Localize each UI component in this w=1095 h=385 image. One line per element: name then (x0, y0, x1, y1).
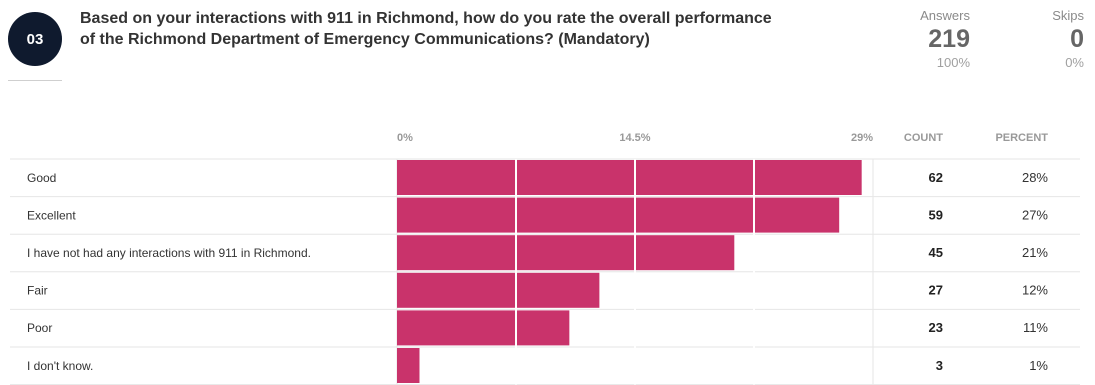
badge-divider (8, 80, 62, 81)
count-value: 59 (929, 207, 943, 222)
bar (397, 160, 862, 195)
category-label: Good (27, 171, 56, 185)
skips-percent: 0% (1065, 55, 1084, 70)
question-title: Based on your interactions with 911 in R… (80, 10, 772, 48)
count-column-header: COUNT (904, 132, 943, 144)
bar (397, 197, 840, 233)
skips-stat: Skips 0 0% (1052, 8, 1084, 72)
percent-column-header: PERCENT (995, 132, 1048, 144)
skips-label: Skips (1052, 8, 1084, 23)
percent-value: 28% (1022, 170, 1048, 185)
category-label: I have not had any interactions with 911… (27, 246, 311, 260)
category-label: Poor (27, 321, 52, 335)
percent-value: 12% (1022, 283, 1048, 298)
x-tick-label: 0% (397, 132, 413, 144)
answers-value: 219 (928, 25, 970, 53)
percent-value: 11% (1023, 320, 1048, 335)
bar (397, 235, 735, 271)
question-number-badge: 03 (8, 12, 62, 66)
category-label: Fair (27, 284, 48, 298)
count-value: 27 (929, 283, 943, 298)
response-bar-chart: 0% 14.5% 29% COUNT PERCENT Good 62 28% Excellent… (10, 132, 1080, 385)
category-label: Excellent (27, 208, 76, 222)
count-value: 3 (936, 358, 943, 373)
x-tick-label: 14.5% (619, 132, 650, 144)
percent-value: 27% (1022, 207, 1048, 222)
x-tick-label: 29% (851, 132, 873, 144)
count-value: 45 (929, 245, 943, 260)
percent-value: 21% (1022, 245, 1048, 260)
answers-label: Answers (920, 8, 970, 23)
category-label: I don't know. (27, 359, 93, 373)
skips-value: 0 (1070, 25, 1084, 53)
percent-value: 1% (1029, 358, 1048, 373)
bar (397, 272, 600, 308)
answers-stat: Answers 219 100% (920, 8, 970, 72)
bar (397, 348, 420, 383)
count-value: 62 (929, 170, 943, 185)
bar (397, 310, 570, 346)
answers-percent: 100% (936, 55, 970, 70)
count-value: 23 (929, 320, 943, 335)
